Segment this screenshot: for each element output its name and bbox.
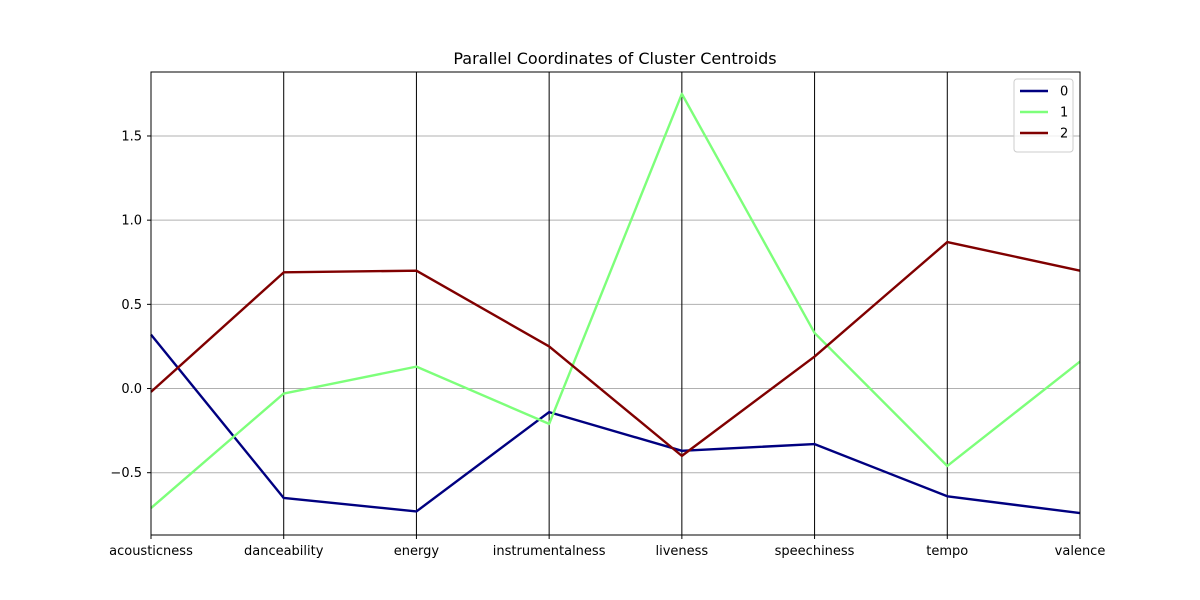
x-tick-label-tempo: tempo [926,544,968,559]
x-axis-ticks: acousticness danceability energy instrument… [109,535,1105,559]
x-tick-label-energy: energy [394,544,440,559]
series-line-0 [150,333,1081,515]
series-lines [150,92,1081,515]
series-line-2 [150,240,1081,458]
legend-label-2: 2 [1060,127,1068,142]
y-axis-ticks: −0.5 0.0 0.5 1.0 1.5 [110,129,151,481]
legend-label-0: 0 [1060,85,1068,100]
y-tick-label-1: 0.0 [121,382,142,397]
y-tick-label-2: 0.5 [121,298,142,313]
legend: 0 1 2 [1013,78,1074,153]
x-tick-label-danceability: danceability [244,544,324,559]
x-tick-label-acousticness: acousticness [109,544,193,559]
series-line-1 [150,92,1081,509]
x-tick-label-liveness: liveness [656,544,709,559]
plot-frame [150,71,1081,536]
y-tick-label-3: 1.0 [121,214,142,229]
y-tick-label-0: −0.5 [110,466,142,481]
x-tick-label-instrumentalness: instrumentalness [493,544,606,559]
x-tick-label-valence: valence [1055,544,1106,559]
chart-title: Parallel Coordinates of Cluster Centroid… [453,49,776,68]
y-tick-label-4: 1.5 [121,129,142,144]
legend-label-1: 1 [1060,106,1068,121]
x-tick-label-speechiness: speechiness [775,544,855,559]
